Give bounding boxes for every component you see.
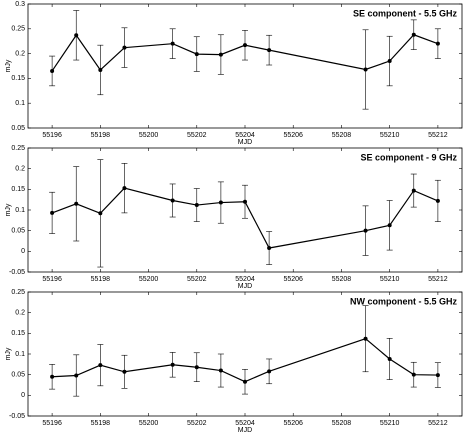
y-tick-label: 0.25 bbox=[11, 145, 25, 152]
data-point bbox=[363, 228, 368, 233]
data-point bbox=[194, 203, 199, 208]
y-tick-label: 0.15 bbox=[11, 330, 25, 337]
data-point bbox=[170, 362, 175, 367]
data-point bbox=[435, 373, 440, 378]
data-point bbox=[411, 32, 416, 37]
panel-title: NW component - 5.5 GHz bbox=[350, 296, 458, 306]
y-tick-label: 0.2 bbox=[15, 310, 25, 317]
x-tick-label: 55202 bbox=[187, 132, 207, 139]
data-point bbox=[170, 198, 175, 203]
y-tick-label: 0.1 bbox=[15, 207, 25, 214]
x-tick-label: 55208 bbox=[332, 132, 352, 139]
panel-title: SE component - 5.5 GHz bbox=[353, 8, 458, 18]
data-point bbox=[218, 52, 223, 57]
panel-title: SE component - 9 GHz bbox=[360, 152, 457, 162]
x-axis-label: MJD bbox=[238, 139, 252, 146]
y-tick-label: 0.05 bbox=[11, 125, 25, 132]
x-axis-label: MJD bbox=[238, 427, 252, 434]
data-point bbox=[411, 188, 416, 193]
data-point bbox=[243, 199, 247, 204]
y-tick-label: 0.1 bbox=[15, 100, 25, 107]
data-point bbox=[267, 246, 272, 251]
y-tick-label: 0.2 bbox=[15, 166, 25, 173]
x-tick-label: 55210 bbox=[380, 276, 400, 283]
x-tick-label: 55208 bbox=[332, 276, 352, 283]
data-point bbox=[74, 201, 79, 206]
y-tick-label: 0 bbox=[21, 248, 25, 255]
data-point bbox=[387, 356, 392, 361]
data-point bbox=[267, 369, 272, 374]
x-tick-label: 55196 bbox=[42, 132, 62, 139]
y-tick-label: 0.2 bbox=[15, 50, 25, 57]
x-tick-label: 55202 bbox=[187, 420, 207, 427]
y-tick-label: 0.15 bbox=[11, 186, 25, 193]
data-point bbox=[98, 211, 103, 216]
data-point bbox=[243, 379, 247, 384]
y-tick-label: 0.3 bbox=[15, 1, 25, 8]
data-point bbox=[74, 33, 79, 38]
y-tick-label: 0.05 bbox=[11, 372, 25, 379]
data-point bbox=[387, 223, 392, 228]
data-point bbox=[122, 369, 127, 374]
data-point bbox=[435, 41, 440, 46]
x-tick-label: 55196 bbox=[42, 420, 62, 427]
x-tick-label: 55208 bbox=[332, 420, 352, 427]
y-axis-label: mJy bbox=[5, 203, 12, 216]
x-axis-label: MJD bbox=[238, 283, 252, 290]
x-tick-label: 55196 bbox=[42, 276, 62, 283]
data-point bbox=[243, 43, 247, 48]
y-tick-label: 0.05 bbox=[11, 228, 25, 235]
data-point bbox=[74, 373, 79, 378]
x-tick-label: 55210 bbox=[380, 132, 400, 139]
x-tick-label: 55202 bbox=[187, 276, 207, 283]
data-point bbox=[411, 372, 416, 377]
data-point bbox=[435, 198, 440, 203]
data-point bbox=[122, 45, 127, 50]
plot-frame bbox=[27, 291, 463, 417]
y-tick-label: 0.25 bbox=[11, 26, 25, 33]
data-point bbox=[363, 336, 368, 341]
y-tick-label: 0.1 bbox=[15, 351, 25, 358]
data-point bbox=[98, 67, 103, 72]
plot-frame bbox=[27, 3, 463, 129]
y-axis-label: mJy bbox=[5, 347, 12, 360]
x-tick-label: 55212 bbox=[428, 420, 448, 427]
y-tick-label: 0.25 bbox=[11, 289, 25, 296]
x-tick-label: 55212 bbox=[428, 132, 448, 139]
x-tick-label: 55200 bbox=[139, 420, 159, 427]
data-point bbox=[218, 368, 223, 373]
data-point bbox=[218, 200, 223, 205]
x-tick-label: 55204 bbox=[235, 132, 255, 139]
y-tick-label: 0 bbox=[21, 392, 25, 399]
x-tick-label: 55206 bbox=[283, 132, 303, 139]
x-tick-label: 55204 bbox=[235, 420, 255, 427]
data-point bbox=[98, 363, 103, 368]
x-tick-label: 55206 bbox=[283, 276, 303, 283]
x-tick-label: 55198 bbox=[91, 132, 111, 139]
y-tick-label: -0.05 bbox=[9, 413, 25, 420]
data-point bbox=[50, 68, 55, 73]
x-tick-label: 55200 bbox=[139, 132, 159, 139]
x-tick-label: 55198 bbox=[91, 420, 111, 427]
data-point bbox=[194, 365, 199, 370]
x-tick-label: 55204 bbox=[235, 276, 255, 283]
x-tick-label: 55198 bbox=[91, 276, 111, 283]
data-point bbox=[50, 374, 55, 379]
x-tick-label: 55210 bbox=[380, 420, 400, 427]
data-point bbox=[387, 59, 392, 64]
data-point bbox=[122, 186, 127, 191]
y-tick-label: 0.15 bbox=[11, 75, 25, 82]
y-axis-label: mJy bbox=[5, 59, 12, 72]
data-point bbox=[363, 67, 368, 72]
y-tick-label: -0.05 bbox=[9, 269, 25, 276]
data-point bbox=[170, 41, 175, 46]
data-point bbox=[267, 48, 272, 53]
x-tick-label: 55200 bbox=[139, 276, 159, 283]
data-point bbox=[194, 52, 199, 57]
x-tick-label: 55206 bbox=[283, 420, 303, 427]
data-point bbox=[50, 210, 55, 215]
x-tick-label: 55212 bbox=[428, 276, 448, 283]
